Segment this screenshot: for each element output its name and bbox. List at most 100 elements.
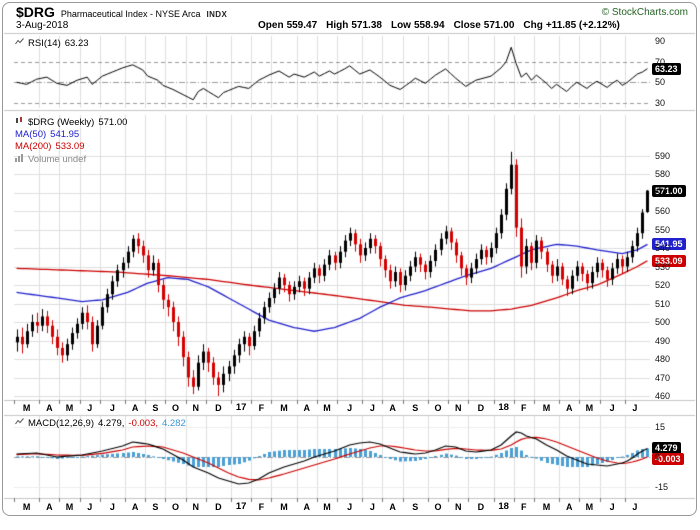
chg-label: Chg [523, 20, 543, 31]
ma200-value: 533.09 [55, 141, 85, 152]
month-label: M [542, 403, 551, 413]
quote-open: Open 559.47 [258, 20, 317, 31]
rsi-legend: RSI(14) 63.23 [15, 37, 89, 49]
close-value: 571.00 [483, 20, 515, 31]
month-label: O [434, 403, 442, 413]
chart-header: $DRG Pharmaceutical Index - NYSE Arca IN… [16, 4, 227, 20]
month-label: M [585, 403, 594, 413]
low-value: 558.94 [413, 20, 445, 31]
month-label: J [632, 403, 638, 413]
month-label: J [109, 502, 115, 512]
month-label: M [65, 502, 74, 512]
month-label: A [389, 502, 396, 512]
volume-label: Volume undef [28, 153, 87, 165]
price-axis-label: 580 [655, 169, 671, 179]
month-label: A [389, 403, 396, 413]
ma50-current-box: 541.95 [652, 238, 686, 251]
month-label: M [585, 502, 594, 512]
month-label: F [258, 403, 265, 413]
month-label: M [280, 502, 288, 512]
ma50-label: MA(50) [15, 129, 47, 140]
year-label: 17 [235, 402, 247, 413]
price-axis-label: 560 [655, 206, 671, 216]
month-label: M [542, 502, 551, 512]
month-label: A [565, 502, 573, 512]
high-value: 571.38 [351, 20, 382, 31]
chg-value: +11.85 (+2.12%) [545, 20, 620, 31]
month-label: D [477, 403, 485, 413]
month-label: J [369, 403, 375, 413]
month-label: J [369, 502, 375, 512]
quote-high: High 571.38 [326, 20, 382, 31]
price-legend-symbol-row: $DRG (Weekly) 571.00 [15, 116, 127, 128]
macd-axis-label: 15 [655, 422, 666, 432]
macd-axis-label: -15 [655, 482, 669, 492]
price-symbol-value: 571.00 [98, 116, 128, 128]
chart-date: 3-Aug-2018 [16, 20, 69, 31]
macd-value: 4.279, [98, 417, 125, 429]
rsi-axis-label: 90 [655, 36, 666, 47]
macd-axis-label: 0 [655, 452, 661, 462]
price-axis-label: 570 [655, 187, 671, 198]
month-label: A [131, 502, 139, 512]
price-axis-label: 460 [655, 391, 671, 401]
month-label: M [323, 403, 331, 413]
macd-legend: MACD(12,26,9) 4.279, -0.003, 4.282 [15, 417, 186, 429]
symbol: $DRG [16, 4, 55, 20]
month-label: D [477, 502, 485, 512]
month-label: A [303, 502, 311, 512]
month-label: A [303, 403, 311, 413]
ma200-current-box: 533.09 [652, 254, 686, 267]
month-label: M [280, 403, 288, 413]
symbol-name: Pharmaceutical Index - NYSE Arca [60, 9, 201, 19]
month-label: N [192, 502, 199, 512]
month-label: M [323, 502, 331, 512]
quote-change: Chg +11.85 (+2.12%) [523, 20, 619, 31]
month-label: M [22, 403, 31, 413]
ma50-value: 541.95 [50, 129, 80, 140]
price-axis-label: 550 [655, 224, 671, 235]
month-label: F [521, 502, 527, 512]
high-label: High [326, 20, 349, 31]
price-axis-label: 540 [655, 243, 671, 253]
price-axis-label: 500 [655, 317, 671, 327]
signal-current-box: -0.003 [652, 453, 684, 466]
close-label: Close [453, 20, 481, 31]
month-label: J [347, 502, 353, 512]
month-label: S [412, 403, 419, 413]
month-label: S [152, 403, 159, 413]
price-current-box: 571.00 [652, 184, 686, 197]
month-label: S [152, 502, 159, 512]
month-label: J [87, 403, 93, 413]
month-label: D [215, 502, 222, 512]
month-label: D [215, 403, 222, 413]
price-axis-label: 530 [655, 261, 671, 272]
price-axis-label: 490 [655, 335, 671, 346]
ma200-legend-row: MA(200) 533.09 [15, 141, 127, 152]
quote-low: Low 558.94 [391, 20, 445, 31]
month-label: J [609, 403, 615, 413]
price-axis-label: 480 [655, 354, 671, 364]
month-label: A [565, 403, 573, 413]
quote-close: Close 571.00 [454, 20, 515, 31]
open-label: Open [258, 20, 284, 31]
rsi-value: 63.23 [64, 37, 89, 49]
macd-indicator-icon [15, 417, 24, 429]
macd-label: MACD(12,26,9) [28, 417, 94, 429]
price-axis-label: 510 [655, 298, 671, 309]
volume-bars-icon [15, 153, 24, 165]
ma50-legend-row: MA(50) 541.95 [15, 129, 127, 140]
open-value: 559.47 [286, 20, 318, 31]
exchange-tag: INDX [206, 10, 228, 19]
month-label: A [131, 403, 139, 413]
rsi-indicator-icon [15, 37, 24, 49]
price-indicator-icon [15, 116, 24, 128]
month-label: N [192, 403, 199, 413]
month-label: M [65, 403, 74, 413]
rsi-label: RSI(14) [28, 37, 61, 49]
month-label: O [172, 403, 180, 413]
volume-legend-row: Volume undef [15, 153, 127, 165]
year-label: 18 [498, 402, 509, 413]
